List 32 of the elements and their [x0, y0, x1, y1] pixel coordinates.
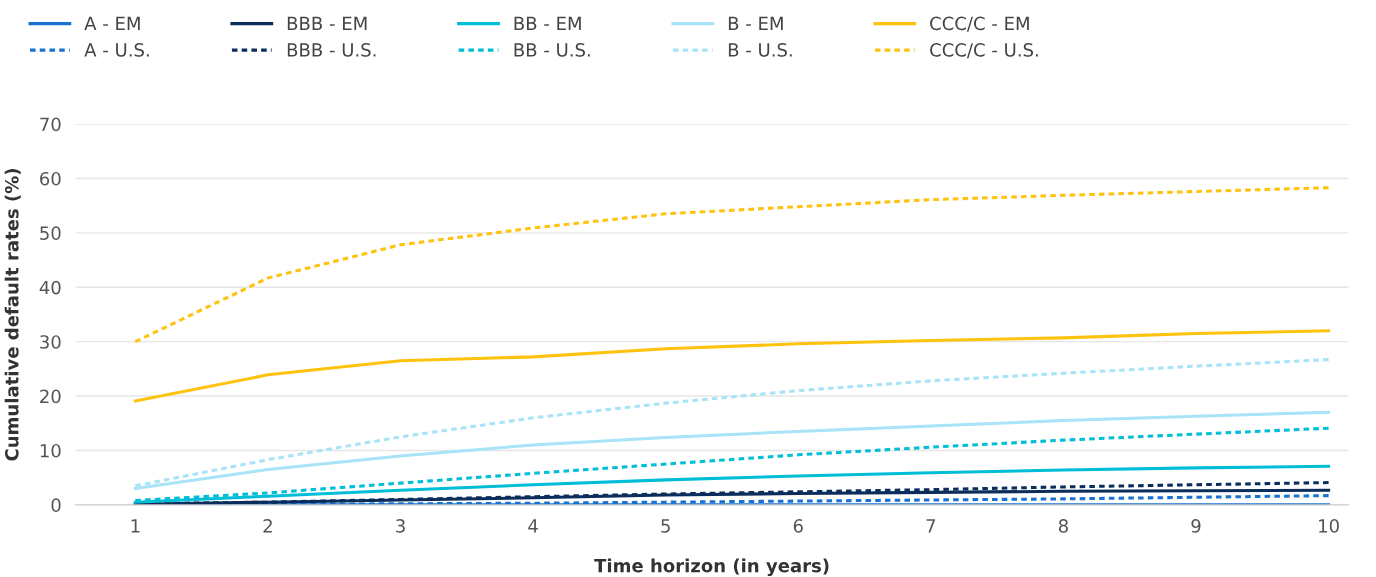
legend-label: CCC/C - U.S.: [930, 43, 1038, 59]
y-tick-label: 40: [39, 280, 61, 295]
x-tick-label: 9: [1191, 519, 1201, 533]
x-tick-label: 2: [263, 519, 272, 533]
x-axis-title: Time horizon (in years): [594, 558, 829, 577]
legend-label: A - EM: [84, 16, 140, 30]
y-tick-label: 0: [51, 498, 61, 512]
x-tick-label: 8: [1058, 519, 1068, 533]
y-tick-label: 70: [40, 117, 61, 132]
y-tick-label: 50: [40, 226, 61, 240]
x-tick-label: 7: [926, 519, 936, 533]
y-tick-label: 30: [40, 335, 61, 349]
x-tick-label: 6: [793, 519, 803, 533]
legend-label: CCC/C - EM: [930, 16, 1029, 32]
x-tick-label: 5: [661, 519, 670, 533]
y-tick-label: 10: [40, 443, 61, 458]
line-series: [133, 329, 1331, 403]
x-tick-label: 4: [528, 519, 538, 533]
x-tick-label: 1: [131, 519, 140, 533]
legend-label: B - EM: [728, 16, 783, 30]
y-tick-label: 60: [40, 171, 61, 186]
legend-label: BBB - EM: [287, 16, 367, 30]
legend-label: A - U.S.: [84, 43, 149, 57]
legend-label: BB - U.S.: [514, 43, 590, 57]
y-tick-label: 20: [40, 389, 61, 404]
y-axis-title: Cumulative default rates (%): [4, 169, 21, 461]
legend-label: B - U.S.: [728, 43, 792, 57]
x-tick-label: 3: [396, 519, 405, 533]
x-tick-label: 10: [1319, 519, 1339, 533]
line-series: [133, 186, 1331, 344]
legend-label: BB - EM: [514, 16, 581, 30]
legend-label: BBB - U.S.: [287, 43, 376, 57]
